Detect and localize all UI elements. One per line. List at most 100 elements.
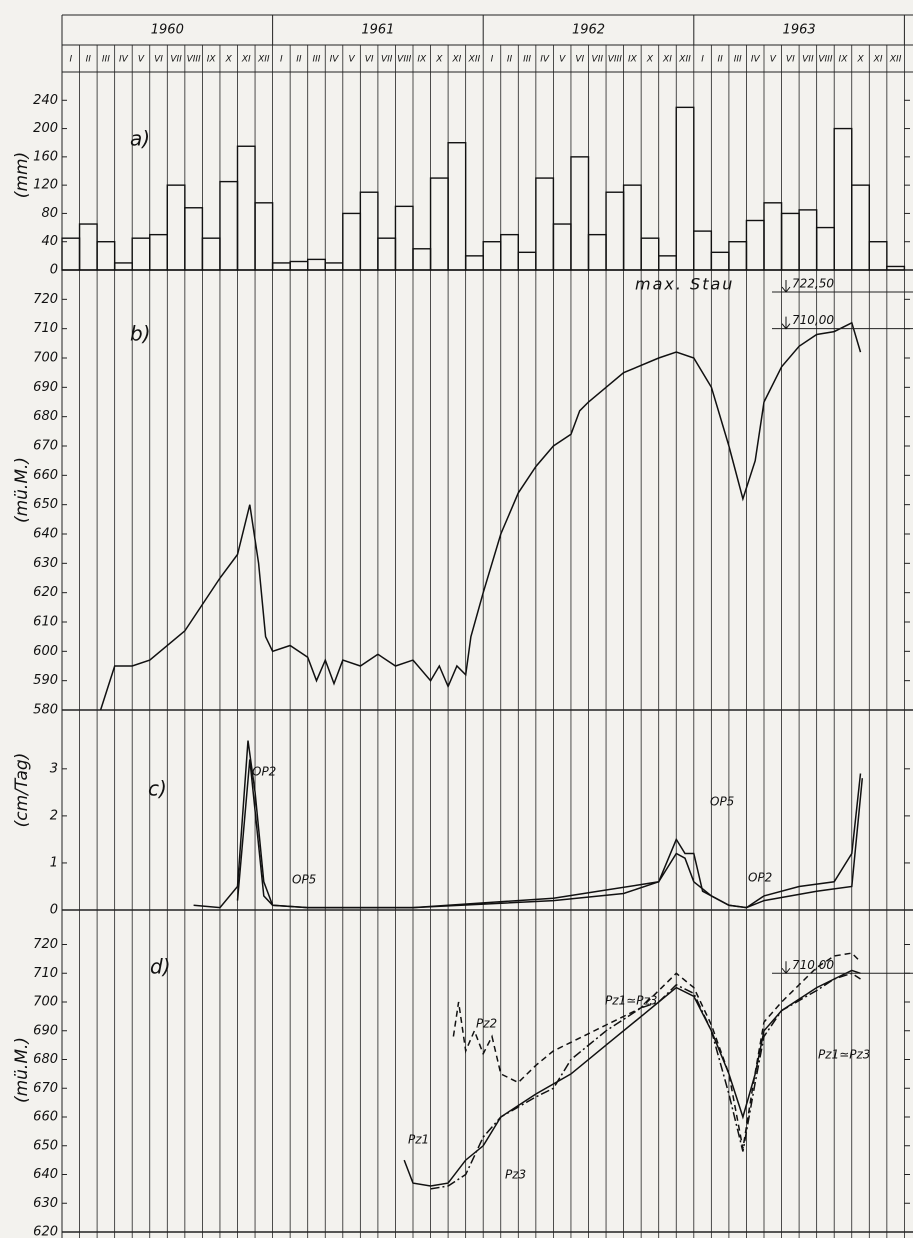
y-tick-label: 0 — [50, 263, 58, 278]
month-label: XI — [241, 55, 251, 65]
month-label: VII — [170, 55, 182, 65]
y-tick-label: 160 — [33, 149, 58, 164]
y-tick-label: 620 — [33, 585, 58, 600]
month-label: I — [701, 55, 704, 65]
series-label: Pz1 — [408, 1133, 429, 1147]
y-tick-label: 640 — [33, 527, 58, 542]
bar — [96, 241, 116, 271]
y-tick-label: 0 — [50, 903, 58, 918]
bar — [359, 191, 379, 271]
bar — [886, 265, 906, 271]
y-axis-title: (mü.M.) — [12, 1037, 32, 1103]
level-label: 722,50 — [792, 277, 834, 291]
panel-label: a) — [130, 127, 150, 151]
month-label: XII — [468, 55, 481, 65]
y-tick-label: 240 — [33, 93, 58, 108]
series-label: OP5 — [710, 795, 734, 809]
series-label: OP5 — [292, 873, 316, 887]
series-label: Pz2 — [476, 1017, 497, 1031]
month-label: VI — [575, 55, 584, 65]
month-label: VIII — [608, 55, 622, 65]
month-label: V — [348, 55, 355, 65]
month-label: IX — [417, 55, 427, 65]
y-tick-label: 670 — [33, 439, 58, 454]
month-label: I — [491, 55, 494, 65]
month-label: I — [280, 55, 283, 65]
bar — [447, 142, 467, 271]
month-label: II — [296, 55, 302, 65]
bar — [254, 202, 274, 271]
level-label: 710,00 — [792, 958, 834, 972]
month-label: V — [559, 55, 566, 65]
y-tick-label: 590 — [33, 673, 58, 688]
month-label: XI — [451, 55, 461, 65]
month-label: VI — [154, 55, 163, 65]
month-label: I — [69, 55, 72, 65]
panel-label: d) — [150, 955, 171, 979]
month-label: IX — [207, 55, 217, 65]
level-label: 710,00 — [792, 313, 834, 327]
y-tick-label: 720 — [33, 937, 58, 952]
bar — [868, 241, 888, 271]
month-label: II — [507, 55, 513, 65]
y-tick-label: 650 — [33, 1138, 58, 1153]
y-tick-label: 580 — [33, 703, 58, 718]
bar — [675, 106, 695, 271]
y-tick-label: 1 — [50, 855, 58, 870]
bar — [851, 184, 870, 271]
y-tick-label: 660 — [33, 1110, 58, 1125]
y-tick-label: 710 — [33, 321, 58, 336]
month-label: V — [138, 55, 145, 65]
month-label: V — [770, 55, 777, 65]
month-label: VIII — [397, 55, 411, 65]
month-label: X — [646, 55, 654, 65]
month-label: III — [523, 55, 531, 65]
month-label: IX — [628, 55, 638, 65]
month-label: III — [312, 55, 320, 65]
y-axis-title: (mü.M.) — [12, 457, 32, 523]
annotation: max. Stau — [635, 275, 734, 294]
y-tick-label: 630 — [33, 1196, 58, 1211]
level-arrow — [781, 316, 791, 330]
bar — [693, 230, 713, 271]
bar — [570, 156, 590, 271]
y-tick-label: 670 — [33, 1081, 58, 1096]
panel-label: c) — [148, 777, 167, 801]
y-tick-label: 620 — [33, 1225, 58, 1238]
y-tick-label: 700 — [33, 995, 58, 1010]
month-label: VIII — [818, 55, 832, 65]
y-tick-label: 80 — [41, 206, 58, 221]
data-line — [430, 972, 861, 1190]
series-label: OP2 — [748, 871, 772, 885]
y-tick-label: 690 — [33, 1023, 58, 1038]
y-tick-label: 710 — [33, 966, 58, 981]
y-tick-label: 680 — [33, 409, 58, 424]
y-axis-title: (mm) — [12, 152, 32, 198]
year-label: 1963 — [783, 23, 816, 38]
y-tick-label: 720 — [33, 292, 58, 307]
year-label: 1961 — [361, 23, 394, 38]
month-label: IX — [839, 55, 849, 65]
month-label: VI — [365, 55, 374, 65]
y-tick-label: 2 — [50, 808, 58, 823]
year-label: 1960 — [151, 23, 184, 38]
month-label: XII — [257, 55, 270, 65]
panel-label: b) — [130, 322, 151, 346]
y-axis-title: (cm/Tag) — [12, 753, 32, 828]
annotation: Pz1≃Pz3 — [605, 994, 657, 1008]
y-tick-label: 660 — [33, 468, 58, 483]
y-tick-label: 630 — [33, 556, 58, 571]
month-label: VI — [786, 55, 795, 65]
y-tick-label: 600 — [33, 644, 58, 659]
month-label: IV — [330, 55, 340, 65]
month-label: VII — [381, 55, 393, 65]
y-tick-label: 650 — [33, 497, 58, 512]
month-label: XI — [873, 55, 883, 65]
month-label: X — [435, 55, 443, 65]
y-tick-label: 200 — [33, 121, 58, 136]
month-label: IV — [751, 55, 761, 65]
bar — [394, 205, 414, 271]
